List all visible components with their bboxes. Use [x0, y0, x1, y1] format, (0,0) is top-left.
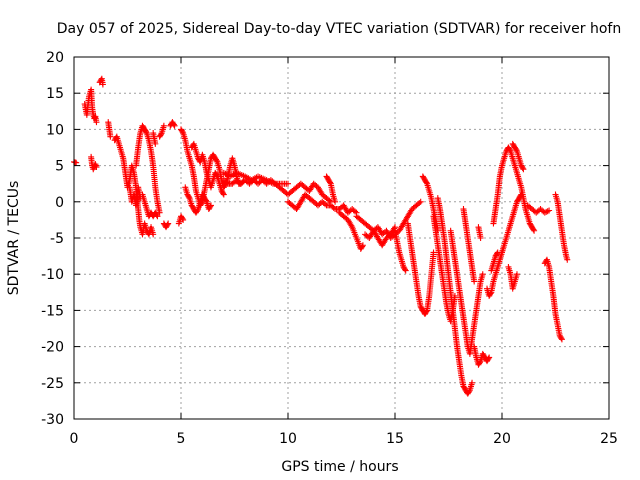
chart-title: Day 057 of 2025, Sidereal Day-to-day VTE… [57, 21, 621, 37]
data-point [352, 208, 359, 215]
data-point [558, 336, 565, 343]
y-axis-label: SDTVAR / TECUs [6, 181, 22, 296]
data-point [164, 221, 171, 228]
x-tick-label: 15 [386, 431, 404, 447]
data-point [423, 179, 430, 186]
data-point [223, 179, 230, 186]
data-point [546, 207, 553, 214]
data-point [543, 208, 550, 215]
data-point [541, 209, 548, 216]
data-point [202, 197, 209, 204]
data-point [207, 202, 214, 209]
data-point [506, 146, 513, 153]
y-tick-label: 10 [46, 122, 64, 138]
data-point [143, 128, 150, 135]
y-tick-label: 20 [46, 50, 64, 66]
y-tick-label: 15 [46, 86, 64, 102]
data-point [330, 204, 337, 211]
x-tick-label: 0 [70, 431, 79, 447]
data-point [165, 220, 172, 227]
data-point [179, 215, 186, 222]
data-point [479, 271, 486, 278]
y-tick-label: 5 [55, 159, 64, 175]
data-point [517, 192, 524, 199]
data-point [402, 267, 409, 274]
axis-ticks [73, 56, 610, 420]
data-point [401, 266, 408, 273]
data-point [513, 146, 520, 153]
x-tick-label: 20 [493, 431, 511, 447]
x-axis-label: GPS time / hours [281, 459, 398, 475]
data-point [93, 119, 100, 126]
data-point [485, 355, 492, 362]
data-point [207, 203, 214, 210]
data-point [170, 121, 177, 128]
data-point [531, 227, 538, 234]
data-point [423, 308, 430, 315]
y-tick-label: -10 [41, 267, 64, 283]
x-tick-label: 10 [279, 431, 297, 447]
data-point [98, 76, 105, 83]
data-point [348, 222, 355, 229]
data-point [107, 133, 114, 140]
x-tick-labels: 0 5 10 15 20 25 [70, 431, 618, 447]
data-point [564, 256, 571, 263]
data-point [213, 172, 220, 179]
y-tick-label: -5 [50, 231, 64, 247]
data-point [416, 200, 423, 207]
data-point [530, 226, 537, 233]
data-points [71, 75, 571, 397]
data-point [332, 198, 339, 205]
data-point [486, 354, 493, 361]
data-point [179, 128, 186, 135]
data-point [150, 231, 157, 238]
data-point [544, 208, 551, 215]
data-point [359, 242, 366, 249]
data-point [220, 190, 227, 197]
data-point [160, 122, 167, 129]
data-point [185, 193, 192, 200]
data-point [153, 212, 160, 219]
data-point [417, 198, 424, 205]
data-point [152, 140, 159, 147]
data-point [154, 213, 161, 220]
data-point [513, 271, 520, 278]
data-point [469, 379, 476, 386]
data-point [519, 165, 526, 172]
data-point [494, 250, 501, 257]
y-tick-label: 0 [55, 195, 64, 211]
data-point [180, 216, 187, 223]
data-point [430, 249, 437, 256]
data-point [158, 131, 165, 138]
data-point [466, 388, 473, 395]
data-point [99, 81, 106, 88]
x-tick-label: 25 [600, 431, 618, 447]
x-tick-label: 5 [177, 431, 186, 447]
y-tick-label: -25 [41, 376, 64, 392]
data-point [487, 290, 494, 297]
data-point [213, 157, 220, 164]
data-point [520, 166, 527, 173]
data-point [558, 335, 565, 342]
data-point [220, 191, 227, 198]
data-point [327, 179, 334, 186]
data-point [93, 164, 100, 171]
data-point [194, 207, 201, 214]
y-tick-labels: -30 -25 -20 -15 -10 -5 0 5 10 15 20 [41, 50, 64, 428]
data-point [171, 122, 178, 129]
data-point [477, 235, 484, 241]
y-tick-label: -20 [41, 340, 64, 356]
grid [74, 57, 609, 419]
data-point [285, 180, 291, 187]
data-point [322, 201, 329, 208]
y-tick-label: -30 [41, 412, 64, 428]
data-point [518, 191, 525, 198]
y-tick-label: -15 [41, 303, 64, 319]
data-point [359, 243, 366, 250]
data-point [471, 278, 478, 285]
data-point [476, 359, 483, 366]
